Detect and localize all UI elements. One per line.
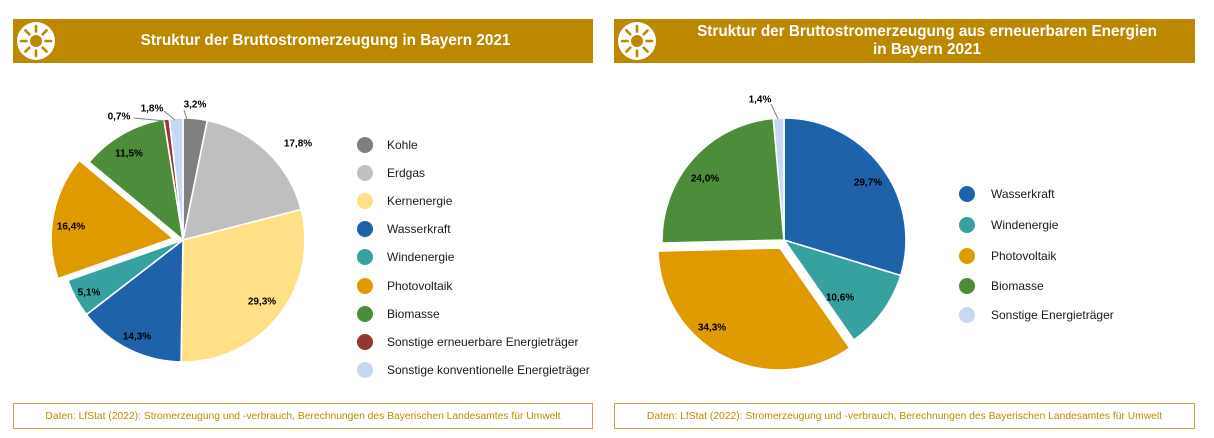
legend-marker	[357, 137, 373, 153]
source-text: Daten: LfStat (2022): Stromerzeugung und…	[646, 410, 1163, 422]
leader-line-sonstige-erneuerbare-energietraeger	[133, 117, 166, 122]
source-note: Daten: LfStat (2022): Stromerzeugung und…	[614, 403, 1195, 429]
legend-marker	[357, 249, 373, 265]
pie-slice-sonstige-konventionelle-energietraeger	[168, 117, 184, 241]
leader-line-sonstige-energietraeger	[770, 103, 779, 120]
sun-icon	[17, 22, 55, 60]
legend-marker	[959, 217, 975, 233]
legend-item-wasserkraft: Wasserkraft	[959, 186, 1055, 202]
legend-item-kernenergie: Kernenergie	[357, 193, 452, 209]
leader-line-kohle	[183, 109, 188, 121]
data-label-sonstige-energietraeger: 1,4%	[749, 95, 772, 106]
legend-item-biomasse: Biomasse	[357, 306, 440, 322]
legend-marker	[959, 186, 975, 202]
legend-item-photovoltaik: Photovoltaik	[357, 278, 452, 294]
legend-label: Biomasse	[387, 307, 440, 321]
pie-slice-windenergie	[783, 239, 902, 341]
legend-item-windenergie: Windenergie	[357, 249, 454, 265]
data-label-sonstige-erneuerbare-energietraeger: 0,7%	[108, 112, 131, 123]
legend-marker	[357, 334, 373, 350]
chart-title: Struktur der Bruttostromerzeugung in Bay…	[58, 19, 593, 63]
chart-header: Struktur der Bruttostromerzeugung in Bay…	[13, 19, 593, 63]
leader-line-sonstige-konventionelle-energietraeger	[163, 110, 176, 121]
legend-marker	[357, 165, 373, 181]
data-label-photovoltaik: 34,3%	[698, 323, 726, 334]
data-label-photovoltaik: 16,4%	[57, 222, 85, 233]
data-label-biomasse: 11,5%	[115, 149, 143, 160]
legend-label: Biomasse	[991, 279, 1044, 293]
legend-marker	[959, 248, 975, 264]
legend-marker	[357, 362, 373, 378]
legend-marker	[357, 221, 373, 237]
pie-slice-wasserkraft	[783, 117, 907, 277]
legend-item-sonstige: Sonstige Energieträger	[959, 307, 1114, 323]
legend-item-kohle: Kohle	[357, 137, 418, 153]
pie-slice-wasserkraft	[85, 239, 184, 363]
chart-title-line: Struktur der Bruttostromerzeugung in Bay…	[140, 32, 511, 49]
legend-label: Windenergie	[387, 250, 455, 264]
pie-chart-erneuerbare: 29,7% 10,6% 34,3% 24,0% 1,4%	[657, 95, 907, 371]
pie-slice-photovoltaik	[657, 247, 851, 371]
legend-label: Photovoltaik	[387, 279, 453, 293]
chart-title: Struktur der Bruttostromerzeugung aus er…	[659, 19, 1195, 63]
data-label-kohle: 3,2%	[184, 100, 207, 111]
data-label-sonstige-konventionelle-energietraeger: 1,8%	[141, 104, 164, 115]
data-label-kernenergie: 29,3%	[248, 297, 276, 308]
legend-item-wasserkraft: Wasserkraft	[357, 221, 451, 237]
chart-title-line: in Bayern 2021	[873, 41, 981, 58]
data-label-windenergie: 5,1%	[78, 288, 101, 299]
pie-chart-gesamt: 3,2% 17,8% 29,3% 14,3% 5,1% 16,4% 11,5% 0,7% 1,8…	[50, 100, 312, 363]
pie-slice-sonstige-energietraeger	[772, 117, 785, 241]
legend-marker	[357, 278, 373, 294]
legend-label: Sonstige erneuerbare Energieträger	[387, 335, 579, 349]
legend-label: Sonstige konventionelle Energieträger	[387, 363, 590, 377]
data-label-windenergie: 10,6%	[826, 293, 854, 304]
legend-label: Kohle	[387, 138, 418, 152]
legend-item-windenergie: Windenergie	[959, 217, 1058, 233]
legend-label: Photovoltaik	[991, 249, 1057, 263]
pie-slice-windenergie	[67, 239, 184, 316]
pie-slice-biomasse	[88, 118, 184, 241]
data-label-wasserkraft: 29,7%	[854, 178, 882, 189]
pie-slice-kernenergie	[180, 208, 306, 363]
legend-label: Erdgas	[387, 166, 426, 180]
pie-slice-erdgas	[182, 119, 302, 241]
pie-slice-photovoltaik	[50, 159, 174, 280]
legend-marker	[357, 193, 373, 209]
legend-label: Wasserkraft	[991, 187, 1055, 201]
chart-title-line: Struktur der Bruttostromerzeugung aus er…	[697, 23, 1157, 40]
data-label-biomasse: 24,0%	[691, 174, 719, 185]
source-note: Daten: LfStat (2022): Stromerzeugung und…	[13, 403, 593, 429]
sun-icon	[618, 22, 656, 60]
legend-label: Kernenergie	[387, 194, 453, 208]
legend-item-sonstige-erneuerbare: Sonstige erneuerbare Energieträger	[357, 334, 578, 350]
legend-label: Windenergie	[991, 218, 1059, 232]
legend-label: Sonstige Energieträger	[991, 308, 1114, 322]
legend-item-photovoltaik: Photovoltaik	[959, 248, 1056, 264]
pie-slice-biomasse	[661, 117, 785, 244]
legend-item-erdgas: Erdgas	[357, 165, 425, 181]
legend-marker	[959, 307, 975, 323]
legend-item-sonstige-konventionelle: Sonstige konventionelle Energieträger	[357, 362, 590, 378]
data-label-erdgas: 17,8%	[284, 139, 312, 150]
data-label-wasserkraft: 14,3%	[123, 332, 151, 343]
legend-marker	[959, 278, 975, 294]
chart-header: Struktur der Bruttostromerzeugung aus er…	[614, 19, 1195, 63]
legend-item-biomasse: Biomasse	[959, 278, 1044, 294]
source-text: Daten: LfStat (2022): Stromerzeugung und…	[45, 410, 561, 422]
legend-marker	[357, 306, 373, 322]
legend-label: Wasserkraft	[387, 222, 451, 236]
